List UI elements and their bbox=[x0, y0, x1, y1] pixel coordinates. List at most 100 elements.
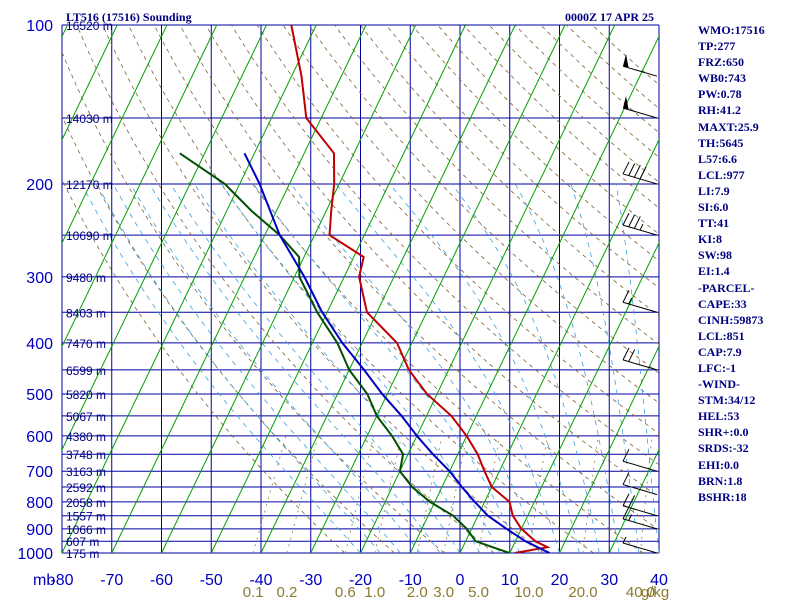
stability-indices-panel: WMO:17516 TP:277 FRZ:650 WB0:743 PW:0.78 RH:4… bbox=[698, 22, 798, 505]
pressure-tick-label: 300 bbox=[26, 270, 53, 287]
temperature-tick-label: -70 bbox=[100, 572, 123, 589]
wind-barb bbox=[622, 290, 658, 313]
stat-line: -WIND- bbox=[698, 377, 740, 392]
dry-adiabat bbox=[62, 178, 346, 553]
dry-adiabat bbox=[76, 25, 495, 553]
height-label: 1066 m bbox=[66, 523, 106, 537]
stat-line: TT:41 bbox=[698, 216, 730, 231]
stat-line: CAPE:33 bbox=[698, 296, 747, 311]
temperature-tick-label: -80 bbox=[50, 572, 73, 589]
height-label: 2058 m bbox=[66, 496, 106, 510]
height-label: 607 m bbox=[66, 535, 99, 549]
height-label: 3163 m bbox=[66, 465, 106, 479]
wind-barb-flag bbox=[639, 166, 647, 180]
isotherm-line bbox=[260, 25, 516, 553]
isotherm-line bbox=[161, 25, 417, 553]
wind-barb bbox=[622, 493, 658, 517]
moist-adiabat bbox=[81, 183, 361, 553]
mixing-ratio-label: 3.0 bbox=[433, 584, 454, 600]
mixing-ratio-label: 20.0 bbox=[568, 584, 597, 600]
stat-line: LCL:851 bbox=[698, 328, 745, 343]
height-label: 16520 m bbox=[66, 19, 113, 33]
mixing-ratio-label: 40.0 bbox=[626, 584, 655, 600]
height-label: 8403 m bbox=[66, 306, 106, 320]
mixing-ratio-line bbox=[640, 435, 653, 553]
wind-barbs bbox=[622, 54, 658, 554]
temperature-tick-label: -40 bbox=[249, 572, 272, 589]
isotherm-line bbox=[509, 241, 659, 553]
isotherm-line bbox=[409, 35, 659, 553]
stat-line: TH:5645 bbox=[698, 135, 744, 150]
temperature-trace bbox=[290, 25, 551, 553]
pressure-tick-label: 900 bbox=[26, 522, 53, 539]
height-label: 5820 m bbox=[66, 388, 106, 402]
isotherm-line bbox=[62, 25, 168, 245]
height-label: 4380 m bbox=[66, 430, 106, 444]
mixing-ratio-label: 0.2 bbox=[277, 584, 298, 600]
isotherm-line bbox=[62, 25, 317, 553]
sounding-traces bbox=[179, 25, 551, 553]
isotherm-line bbox=[62, 25, 267, 451]
stat-line: WB0:743 bbox=[698, 71, 746, 86]
stat-line: PW:0.78 bbox=[698, 87, 742, 102]
temperature-tick-label: 10 bbox=[501, 572, 519, 589]
stat-line: LFC:-1 bbox=[698, 360, 736, 375]
height-labels: 16520 m 14030 m 12170 m 10690 m 9480 m 8403 m… bbox=[66, 19, 113, 561]
wind-barb bbox=[622, 536, 658, 554]
pressure-tick-label: 500 bbox=[26, 387, 53, 404]
stat-line: SRDS:-32 bbox=[698, 441, 749, 456]
stat-line: EI:1.4 bbox=[698, 264, 730, 279]
mixing-ratio-unit: g/kg bbox=[641, 584, 669, 600]
dry-adiabat bbox=[102, 25, 545, 553]
stat-line: FRZ:650 bbox=[698, 55, 744, 70]
temperature-tick-label: -20 bbox=[349, 572, 372, 589]
wind-barb-pennant bbox=[623, 95, 629, 110]
dry-adiabat bbox=[359, 25, 659, 317]
parcel-path-trace bbox=[243, 152, 550, 553]
mixing-ratio-label: 0.1 bbox=[243, 584, 264, 600]
isotherm-line bbox=[459, 138, 659, 553]
wind-barb-flag bbox=[622, 493, 630, 506]
stat-line: CINH:59873 bbox=[698, 312, 764, 327]
wind-barb-flag bbox=[622, 448, 630, 462]
mixing-ratio-label: 1.0 bbox=[364, 584, 385, 600]
dry-adiabat bbox=[205, 25, 659, 498]
moist-adiabat bbox=[149, 183, 441, 553]
height-label: 12170 m bbox=[66, 178, 113, 192]
wind-barb-flag bbox=[622, 212, 630, 226]
temperature-tick-label: -60 bbox=[150, 572, 173, 589]
height-label: 6599 m bbox=[66, 364, 106, 378]
temperature-tick-label: -50 bbox=[200, 572, 223, 589]
pressure-tick-label: 800 bbox=[26, 495, 53, 512]
wind-barb-flag bbox=[622, 161, 630, 175]
moist-adiabat bbox=[615, 183, 659, 553]
dry-adiabat bbox=[179, 25, 659, 531]
stat-line: BRN:1.8 bbox=[698, 473, 743, 488]
dry-adiabat bbox=[231, 25, 659, 466]
mixing-ratio-label: 0.6 bbox=[335, 584, 356, 600]
pressure-tick-label: 400 bbox=[26, 336, 53, 353]
wind-barb-half-flag bbox=[628, 297, 633, 305]
wind-barb bbox=[622, 212, 658, 236]
wind-barb-flag bbox=[628, 495, 636, 508]
height-label: 5067 m bbox=[66, 410, 106, 424]
stat-line: HEL:53 bbox=[698, 409, 740, 424]
temperature-tick-label: 20 bbox=[551, 572, 569, 589]
wind-barb-half-flag bbox=[628, 514, 633, 521]
isotherm-line bbox=[62, 25, 118, 141]
moist-adiabat bbox=[193, 183, 481, 553]
mixing-ratio-line bbox=[582, 435, 599, 553]
pressure-tick-label: 1000 bbox=[17, 546, 53, 563]
wind-barb-flag bbox=[622, 347, 630, 361]
dry-adiabat bbox=[128, 25, 594, 553]
stat-line: MAXT:25.9 bbox=[698, 119, 759, 134]
moist-adiabat bbox=[253, 183, 521, 553]
moist-adiabat bbox=[451, 183, 600, 553]
height-label: 3748 m bbox=[66, 448, 106, 462]
chart-title: LT516 (17516) Sounding bbox=[66, 10, 192, 24]
wind-barb-half-flag bbox=[622, 536, 627, 544]
moist-adiabat bbox=[389, 183, 580, 553]
dry-adiabat bbox=[62, 51, 445, 553]
height-label: 9480 m bbox=[66, 271, 106, 285]
